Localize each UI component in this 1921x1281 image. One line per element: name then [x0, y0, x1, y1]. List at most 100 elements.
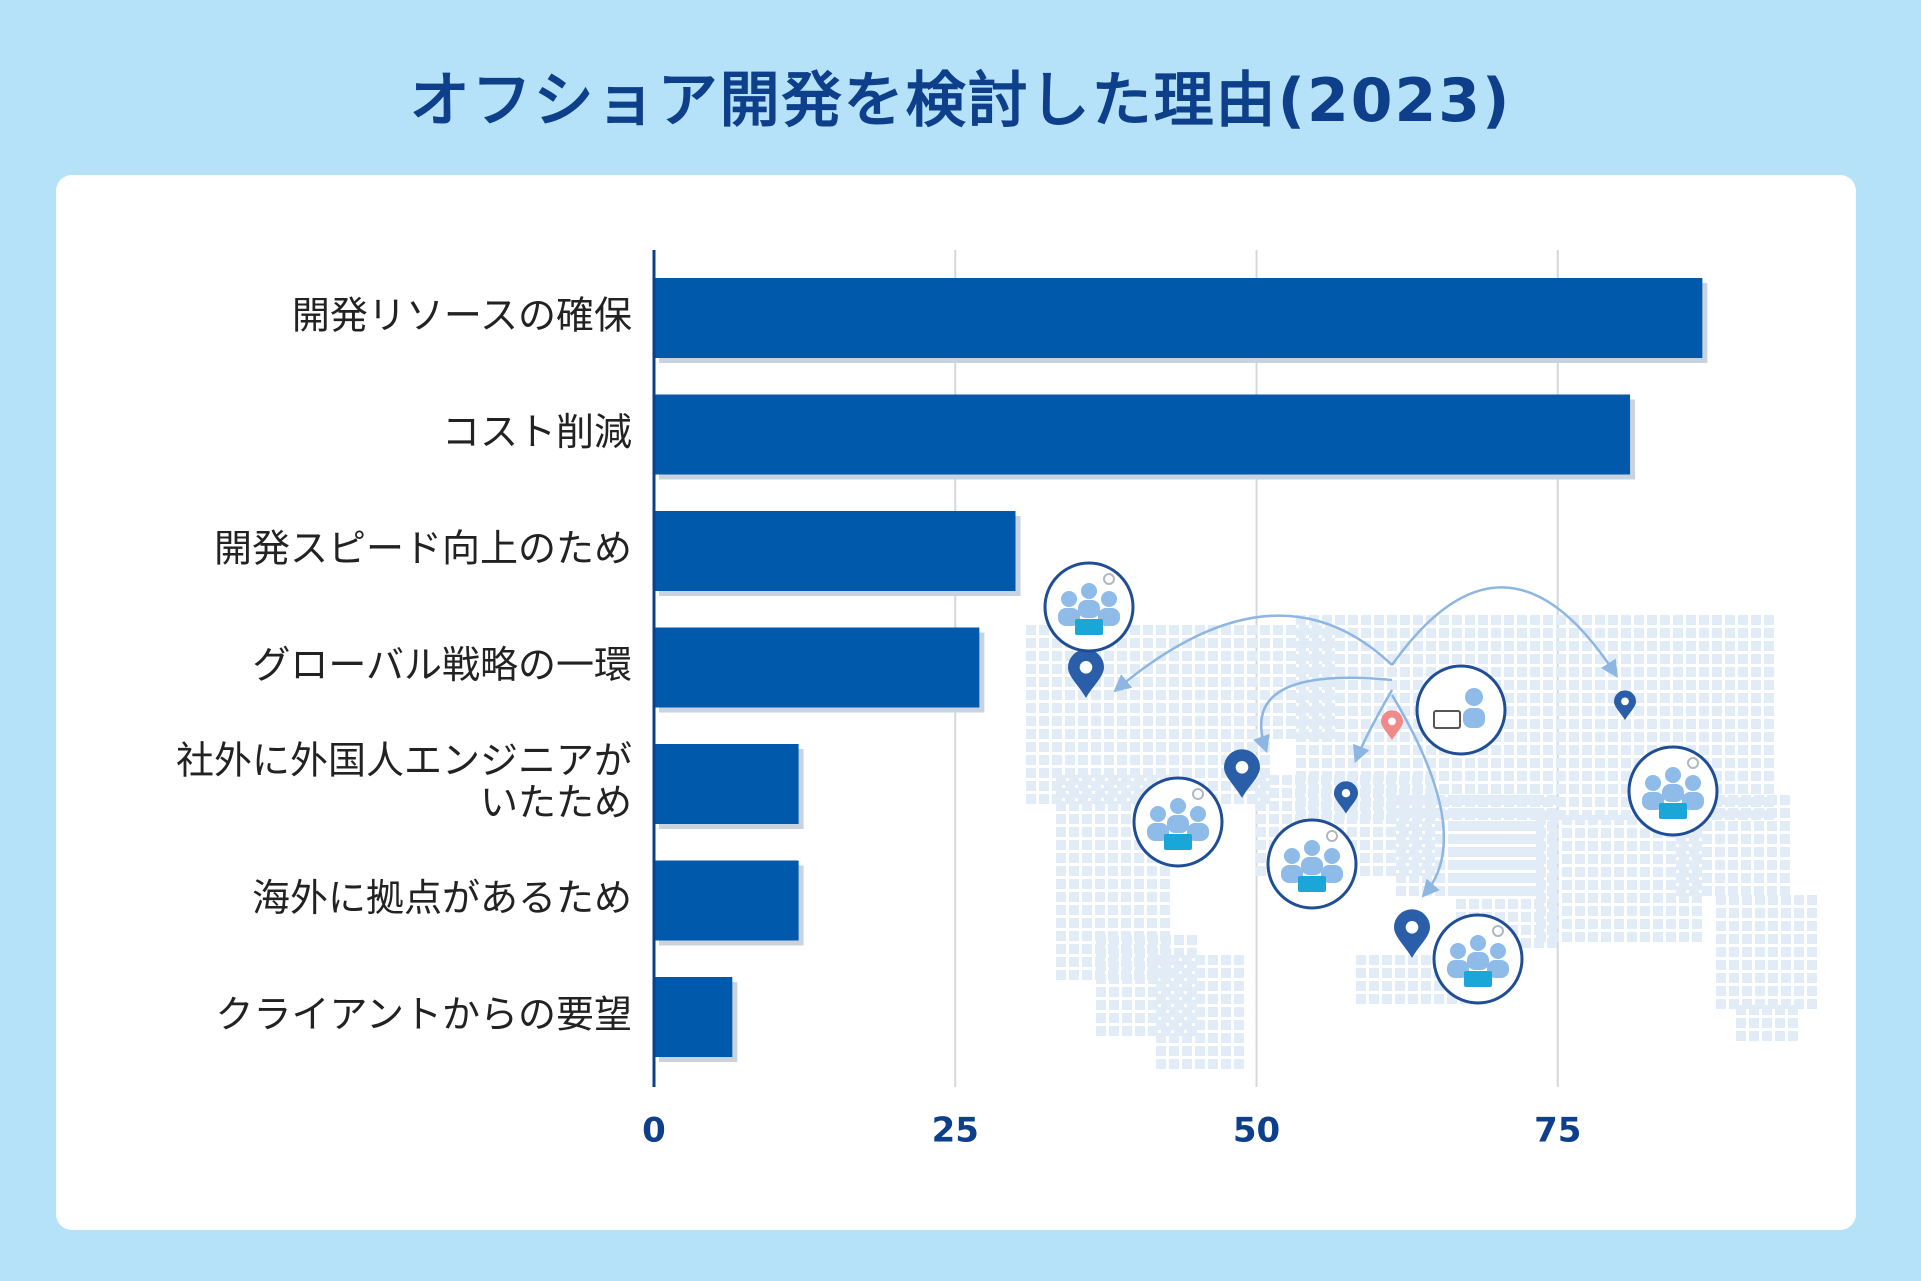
map-dot [1556, 758, 1566, 768]
map-dot [1754, 834, 1764, 844]
map-dot [1361, 615, 1371, 625]
map-dot [1208, 1033, 1218, 1043]
map-dot [1425, 814, 1435, 824]
map-dot [1078, 703, 1088, 713]
map-dot [1195, 755, 1205, 765]
map-dot [1400, 680, 1410, 690]
map-dot [1373, 775, 1383, 785]
map-dot [1069, 853, 1079, 863]
map-dot [1396, 873, 1406, 883]
map-dot [1521, 834, 1531, 844]
map-dot [1716, 999, 1726, 1009]
map-dot [1096, 1013, 1106, 1023]
map-dot [1686, 628, 1696, 638]
map-dot [1634, 693, 1644, 703]
map-dot [1728, 821, 1738, 831]
map-dot [1056, 853, 1066, 863]
map-dot [1065, 703, 1075, 713]
map-dot [1195, 703, 1205, 713]
map-dot [1348, 654, 1358, 664]
map-dot [1556, 628, 1566, 638]
map-dot [1575, 906, 1585, 916]
map-dot [1699, 706, 1709, 716]
map-dot [1348, 693, 1358, 703]
map-dot [1569, 628, 1579, 638]
map-dot [1692, 841, 1702, 851]
map-dot [1208, 1046, 1218, 1056]
map-dot [1534, 899, 1544, 909]
map-dot [1582, 641, 1592, 651]
map-dot [1425, 827, 1435, 837]
map-dot [1435, 821, 1445, 831]
map-dot [1148, 961, 1158, 971]
map-dot [1095, 905, 1105, 915]
map-dot [1161, 987, 1171, 997]
map-dot [1653, 854, 1663, 864]
map-dot [1781, 934, 1791, 944]
map-dot [1121, 866, 1131, 876]
map-dot [1187, 1000, 1197, 1010]
map-dot [1689, 847, 1699, 857]
map-dot [1676, 847, 1686, 857]
map-dot [1069, 827, 1079, 837]
map-dot [1595, 615, 1605, 625]
map-dot [1614, 841, 1624, 851]
map-dot [1078, 729, 1088, 739]
map-dot [1517, 654, 1527, 664]
map-dot [1360, 814, 1370, 824]
map-dot [1421, 994, 1431, 1004]
map-dot [1634, 680, 1644, 690]
map-dot [1130, 664, 1140, 674]
map-dot [1495, 808, 1505, 818]
map-dot [1517, 771, 1527, 781]
map-dot [1187, 935, 1197, 945]
map-dot [1400, 654, 1410, 664]
map-dot [1660, 654, 1670, 664]
map-dot [1052, 794, 1062, 804]
map-dot [1422, 808, 1432, 818]
map-dot [1256, 827, 1266, 837]
map-dot [1082, 775, 1092, 785]
map-dot [1780, 860, 1790, 870]
map-dot [1169, 677, 1179, 687]
map-dot [1409, 886, 1419, 896]
map-dot [1448, 860, 1458, 870]
map-dot [1121, 918, 1131, 928]
map-dot [1439, 758, 1449, 768]
map-dot [1508, 834, 1518, 844]
map-dot [1728, 886, 1738, 896]
map-dot [1504, 732, 1514, 742]
map-dot [1082, 944, 1092, 954]
map-dot [1715, 873, 1725, 883]
map-dot [1056, 957, 1066, 967]
map-dot [1374, 719, 1384, 729]
map-dot [1521, 899, 1531, 909]
map-dot [1091, 716, 1101, 726]
map-dot [1452, 654, 1462, 664]
map-dot [1504, 719, 1514, 729]
map-dot [1065, 781, 1075, 791]
map-dot [1534, 925, 1544, 935]
map-dot [1335, 745, 1345, 755]
map-dot [1582, 784, 1592, 794]
map-dot [1601, 932, 1611, 942]
map-dot [1729, 921, 1739, 931]
map-dot [1082, 853, 1092, 863]
map-dot [1764, 758, 1774, 768]
connection-arrow [1390, 586, 1618, 678]
map-dot [1052, 768, 1062, 778]
map-dot [1595, 628, 1605, 638]
map-dot [1386, 853, 1396, 863]
map-dot [1751, 667, 1761, 677]
map-dot [1699, 693, 1709, 703]
map-dot [1169, 1046, 1179, 1056]
map-dot [1296, 719, 1306, 729]
map-dot [1686, 654, 1696, 664]
map-dot [1530, 693, 1540, 703]
location-pin-icon [1334, 781, 1358, 814]
map-dot [1117, 755, 1127, 765]
map-dot [1095, 775, 1105, 785]
map-dot [1039, 690, 1049, 700]
map-dot [1400, 706, 1410, 716]
map-dot [1095, 788, 1105, 798]
